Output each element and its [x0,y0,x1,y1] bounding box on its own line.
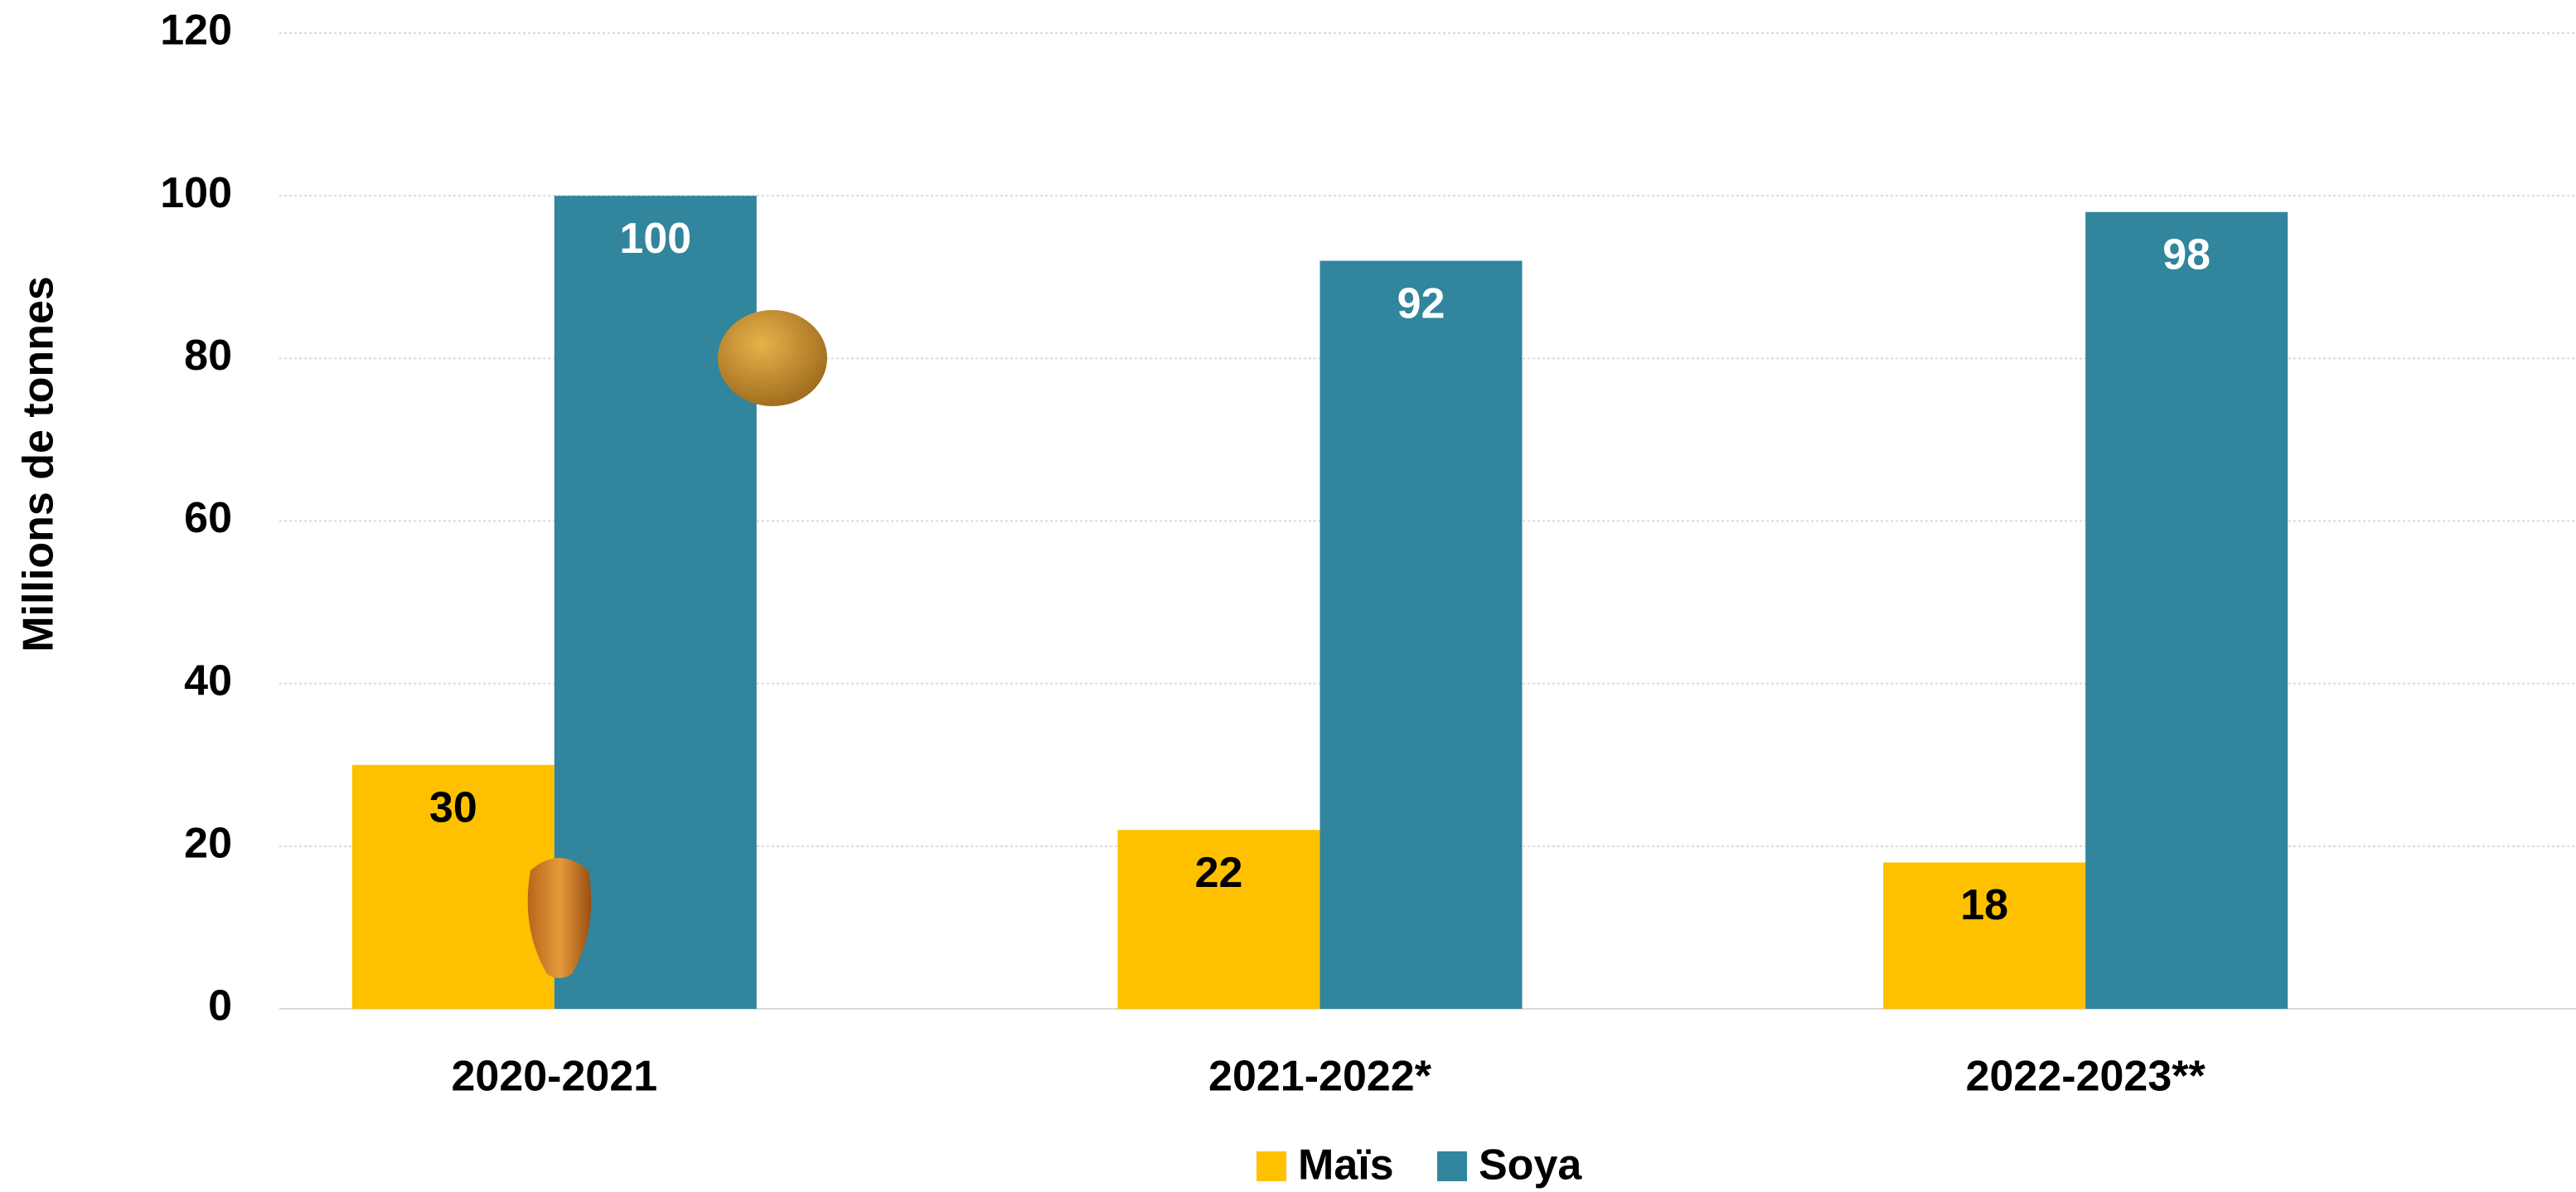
y-tick-label: 80 [184,332,232,380]
x-tick-label: 2022-2023** [1966,1053,2206,1101]
x-tick-label: 2020-2021 [451,1053,657,1101]
data-label: 30 [429,783,477,831]
y-tick-label: 60 [184,494,232,542]
bar [1319,260,1523,1010]
bar [2085,211,2288,1010]
data-label: 98 [2162,231,2210,279]
bar [351,764,554,1009]
y-tick-label: 120 [160,7,232,55]
soy-icon [718,310,827,406]
legend-label: Soya [1479,1141,1582,1190]
bar [1883,862,2086,1009]
y-tick-label: 0 [208,982,232,1030]
data-label: 22 [1195,849,1243,897]
x-tick-label: 2021-2022* [1208,1053,1432,1101]
y-tick-label: 40 [184,657,232,705]
data-label: 92 [1397,279,1445,327]
data-label: 100 [619,215,691,263]
y-tick-label: 20 [184,820,232,868]
legend-label: Maïs [1298,1141,1394,1190]
y-axis-label: Millions de tonnes [15,276,63,652]
data-label: 18 [1960,881,2008,929]
bar [1117,830,1320,1009]
corn-icon [527,858,592,978]
legend-swatch [1437,1151,1467,1181]
legend-swatch [1257,1151,1286,1181]
y-tick-label: 100 [160,169,232,217]
plot-area: 0 20 40 60 80 100 120 2020-2021 30 100 2021-2022* 2… [160,7,2576,1190]
